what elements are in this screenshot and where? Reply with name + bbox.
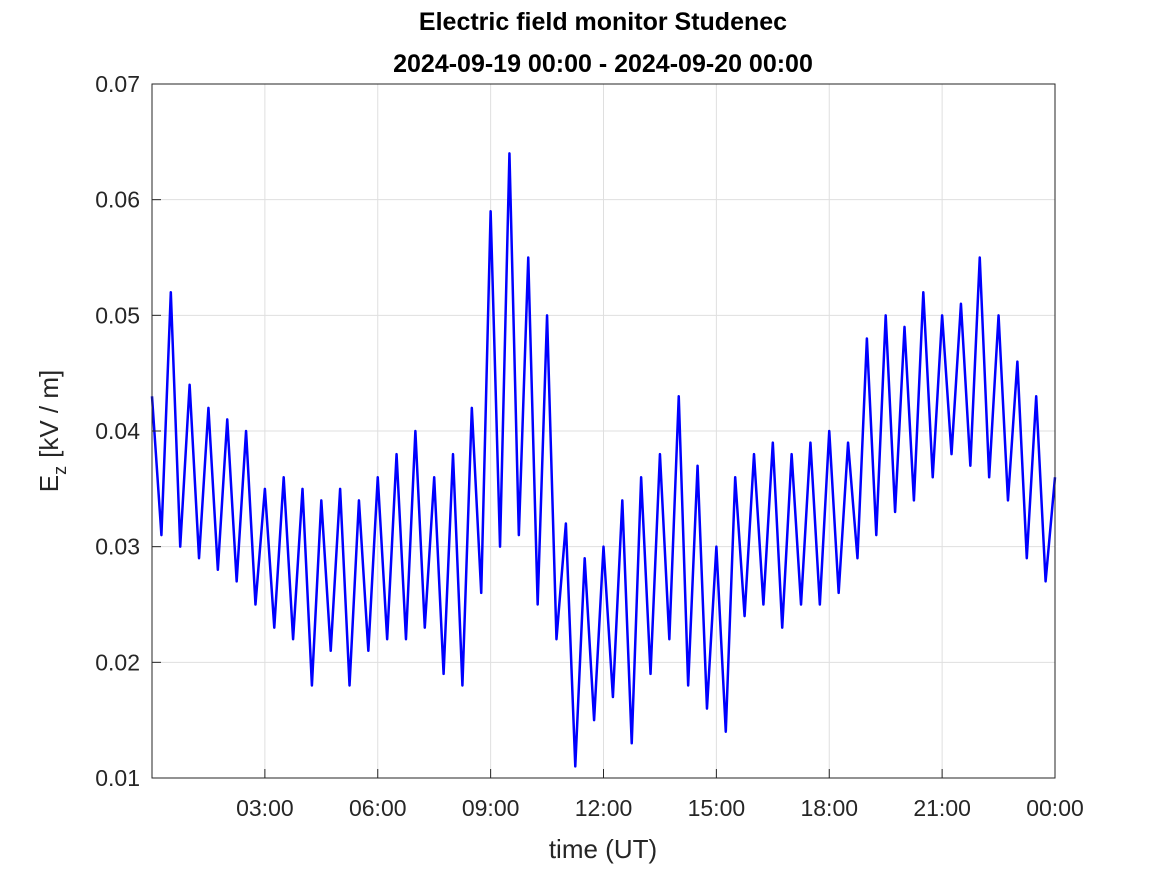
x-tick-label: 12:00 <box>575 795 633 821</box>
y-label-base: E <box>34 475 64 492</box>
y-tick-label: 0.07 <box>95 71 140 97</box>
x-tick-label: 09:00 <box>462 795 520 821</box>
y-tick-label: 0.04 <box>95 418 140 444</box>
x-tick-label: 21:00 <box>913 795 971 821</box>
x-tick-label: 06:00 <box>349 795 407 821</box>
x-tick-label: 15:00 <box>688 795 746 821</box>
y-tick-label: 0.05 <box>95 302 140 328</box>
chart-subtitle: 2024-09-19 00:00 - 2024-09-20 00:00 <box>393 50 813 78</box>
y-label-subscript: z <box>50 466 70 475</box>
y-tick-label: 0.02 <box>95 649 140 675</box>
x-axis-label: time (UT) <box>549 834 657 864</box>
axes-box <box>151 83 1056 779</box>
chart-title: Electric field monitor Studenec <box>419 8 787 36</box>
y-tick-label: 0.03 <box>95 534 140 560</box>
axes: 0.01 0.02 0.03 0.04 0.05 0.06 0.07 03:00 06:00 09… <box>95 71 1084 821</box>
y-axis-label: Ez [kV / m] <box>34 370 70 492</box>
x-tick-label: 03:00 <box>236 795 294 821</box>
y-label-unit: [kV / m] <box>34 370 64 458</box>
y-tick-label: 0.06 <box>95 187 140 213</box>
y-tick-label: 0.01 <box>95 765 140 791</box>
data-line <box>150 152 1057 768</box>
x-tick-label: 00:00 <box>1026 795 1084 821</box>
x-tick-label: 18:00 <box>800 795 858 821</box>
plot <box>150 152 1057 768</box>
